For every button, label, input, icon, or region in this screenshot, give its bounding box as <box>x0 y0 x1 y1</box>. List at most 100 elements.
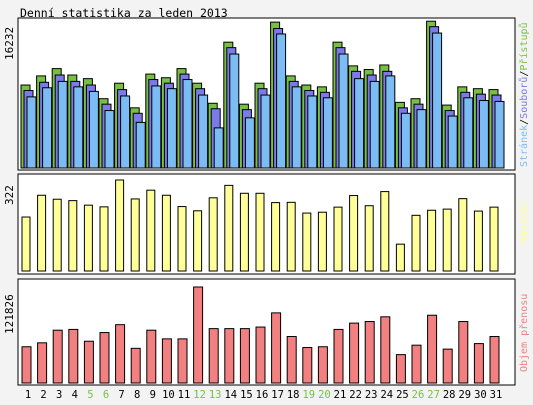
middle-ymax-label: 322 <box>3 185 16 205</box>
bar-objem-prenosu <box>380 316 391 384</box>
day-label: 26 <box>412 389 425 401</box>
day-axis-labels: 1 2 3 4 5 6 7 8 9 10 11 12 13 14 15 16 17 18 19 20 21 22 23 24 2… <box>25 389 502 401</box>
bar-objem-prenosu <box>224 328 235 384</box>
middle-bars-group <box>21 179 499 272</box>
day-label: 19 <box>302 389 315 401</box>
bottom-bars-group <box>21 286 500 384</box>
day-label: 13 <box>209 389 222 401</box>
bar-stranky <box>385 75 396 169</box>
bar-navstevy <box>395 243 405 272</box>
day-label: 5 <box>87 389 93 401</box>
bar-navstevy <box>146 189 156 272</box>
bar-navstevy <box>442 208 452 272</box>
day-label: 15 <box>240 389 253 401</box>
bar-stranky <box>416 109 427 169</box>
day-label: 12 <box>193 389 206 401</box>
bar-objem-prenosu <box>21 346 32 384</box>
legend-objem-prenosu: Objem přenosu <box>518 294 530 372</box>
bar-navstevy <box>193 210 203 272</box>
bar-objem-prenosu <box>37 342 48 384</box>
bar-stranky <box>447 115 458 169</box>
bar-objem-prenosu <box>473 343 484 384</box>
bar-navstevy <box>52 198 62 272</box>
bar-stranky <box>400 112 411 169</box>
bar-navstevy <box>21 216 31 272</box>
bar-stranky <box>291 86 302 169</box>
bar-navstevy <box>271 202 281 272</box>
bar-stranky <box>276 33 287 169</box>
bar-navstevy <box>333 206 343 272</box>
day-label: 18 <box>287 389 300 401</box>
bar-navstevy <box>286 201 296 272</box>
bar-navstevy <box>255 192 265 272</box>
legend-separator: / <box>519 119 530 125</box>
day-label: 11 <box>178 389 191 401</box>
bar-objem-prenosu <box>458 321 469 384</box>
day-label: 7 <box>118 389 124 401</box>
bar-objem-prenosu <box>442 348 453 384</box>
day-label: 17 <box>271 389 284 401</box>
bar-stranky <box>307 95 318 169</box>
bar-navstevy <box>380 191 390 272</box>
bar-stranky <box>369 80 380 169</box>
day-label: 29 <box>458 389 471 401</box>
bar-objem-prenosu <box>349 322 360 384</box>
bar-stranky <box>88 90 99 169</box>
bar-navstevy <box>130 198 140 272</box>
bar-stranky <box>213 127 224 169</box>
bar-navstevy <box>302 212 312 272</box>
bar-objem-prenosu <box>52 329 63 384</box>
bar-navstevy <box>349 195 359 272</box>
bar-stranky <box>42 87 53 169</box>
bar-stranky <box>182 79 193 169</box>
legend-stranky: Stránek <box>518 125 530 167</box>
bar-objem-prenosu <box>115 324 126 384</box>
bar-navstevy <box>177 206 187 272</box>
day-label: 27 <box>427 389 440 401</box>
bar-stranky <box>432 32 443 169</box>
top-bars-group <box>20 20 505 169</box>
day-label: 10 <box>162 389 175 401</box>
day-label: 16 <box>256 389 269 401</box>
bar-navstevy <box>224 184 234 272</box>
bar-navstevy <box>458 198 468 272</box>
bar-objem-prenosu <box>317 346 328 384</box>
bar-navstevy <box>473 210 483 272</box>
day-label: 8 <box>134 389 140 401</box>
bar-objem-prenosu <box>302 347 313 384</box>
bar-objem-prenosu <box>146 329 157 384</box>
top-legend: Stránek/Souborů/Přístupů <box>518 22 530 167</box>
bar-stranky <box>478 100 489 169</box>
bar-stranky <box>322 97 333 169</box>
bar-objem-prenosu <box>161 338 172 384</box>
day-label: 24 <box>380 389 393 401</box>
bar-objem-prenosu <box>239 328 250 384</box>
day-label: 28 <box>443 389 456 401</box>
chart-title: Denní statistika za leden 2013 <box>20 6 228 20</box>
bar-objem-prenosu <box>177 338 188 384</box>
bar-stranky <box>338 53 349 169</box>
bar-stranky <box>229 53 240 169</box>
bar-stranky <box>73 86 84 169</box>
bar-objem-prenosu <box>99 332 110 384</box>
day-label: 30 <box>474 389 487 401</box>
day-label: 21 <box>334 389 347 401</box>
bar-objem-prenosu <box>489 336 500 384</box>
bar-objem-prenosu <box>193 286 204 384</box>
bar-objem-prenosu <box>68 328 79 384</box>
day-label: 22 <box>349 389 362 401</box>
bar-objem-prenosu <box>411 344 422 384</box>
day-label: 2 <box>40 389 46 401</box>
day-label: 9 <box>150 389 156 401</box>
bar-navstevy <box>83 204 93 272</box>
bar-navstevy <box>317 211 327 272</box>
bar-stranky <box>104 110 115 169</box>
legend-soubory: Souborů <box>518 77 530 119</box>
bar-objem-prenosu <box>83 340 94 384</box>
day-label: 31 <box>490 389 503 401</box>
bar-stranky <box>354 78 365 169</box>
bar-navstevy <box>411 214 421 272</box>
bar-navstevy <box>489 206 499 272</box>
